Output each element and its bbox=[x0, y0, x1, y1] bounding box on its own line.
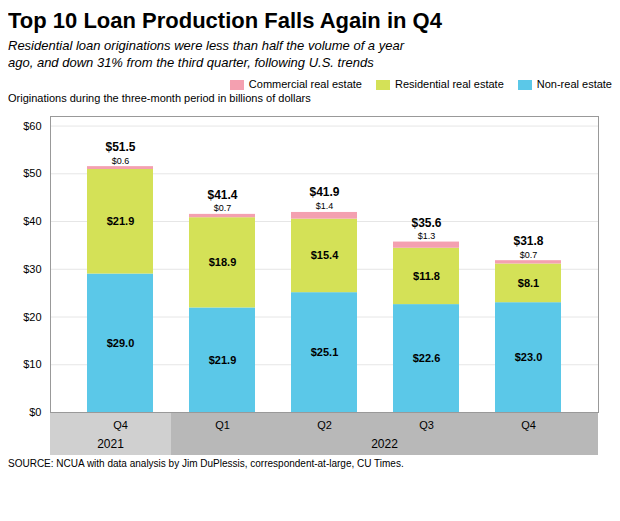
svg-text:$25.1: $25.1 bbox=[311, 346, 339, 358]
html-text:Residential loan originations: Residential loan originations were less … bbox=[8, 38, 404, 70]
svg-text:$0: $0 bbox=[29, 406, 41, 418]
svg-text:$0.7: $0.7 bbox=[520, 250, 538, 260]
svg-text:$31.8: $31.8 bbox=[513, 234, 543, 248]
html-text:SOURCE: NCUA with data analysi: SOURCE: NCUA with data analysis by Jim D… bbox=[8, 457, 404, 469]
svg-text:$11.8: $11.8 bbox=[413, 270, 440, 282]
svg-text:$8.1: $8.1 bbox=[518, 277, 539, 289]
svg-text:$1.3: $1.3 bbox=[418, 231, 436, 241]
svg-text:Q3: Q3 bbox=[419, 419, 434, 431]
svg-text:$20: $20 bbox=[23, 310, 41, 322]
svg-text:$21.9: $21.9 bbox=[107, 215, 135, 227]
svg-text:$35.6: $35.6 bbox=[411, 215, 441, 229]
svg-text:$23.0: $23.0 bbox=[515, 351, 543, 363]
svg-text:$29.0: $29.0 bbox=[107, 337, 135, 349]
svg-text:$1.4: $1.4 bbox=[316, 201, 334, 211]
svg-text:$22.6: $22.6 bbox=[413, 352, 441, 364]
html-text:Residential real estate: Residential real estate bbox=[394, 77, 504, 90]
svg-text:$40: $40 bbox=[23, 215, 41, 227]
svg-text:2021: 2021 bbox=[97, 437, 124, 451]
svg-text:2022: 2022 bbox=[371, 437, 398, 451]
svg-text:$51.5: $51.5 bbox=[105, 140, 135, 154]
svg-text:$50: $50 bbox=[23, 167, 41, 179]
svg-text:$15.4: $15.4 bbox=[311, 249, 339, 261]
html-text:Top 10 Loan Production Falls A: Top 10 Loan Production Falls Again in Q4 bbox=[8, 8, 442, 33]
html-text:Commercial real estate: Commercial real estate bbox=[248, 77, 362, 90]
html-text:Non-real estate: Non-real estate bbox=[536, 77, 612, 90]
svg-text:$0.7: $0.7 bbox=[214, 203, 232, 213]
svg-text:$30: $30 bbox=[23, 263, 41, 275]
svg-text:Q2: Q2 bbox=[317, 419, 332, 431]
svg-text:$21.9: $21.9 bbox=[209, 354, 237, 366]
svg-text:Q1: Q1 bbox=[215, 419, 230, 431]
svg-text:$60: $60 bbox=[23, 119, 41, 131]
svg-text:$41.9: $41.9 bbox=[309, 185, 339, 199]
svg-text:Q4: Q4 bbox=[113, 419, 128, 431]
svg-text:$18.9: $18.9 bbox=[209, 256, 237, 268]
svg-text:$10: $10 bbox=[23, 358, 41, 370]
svg-text:$41.4: $41.4 bbox=[207, 188, 237, 202]
html-text:Originations during the three-: Originations during the three-month peri… bbox=[8, 91, 311, 104]
svg-text:$0.6: $0.6 bbox=[112, 156, 130, 166]
svg-text:Q4: Q4 bbox=[521, 419, 536, 431]
